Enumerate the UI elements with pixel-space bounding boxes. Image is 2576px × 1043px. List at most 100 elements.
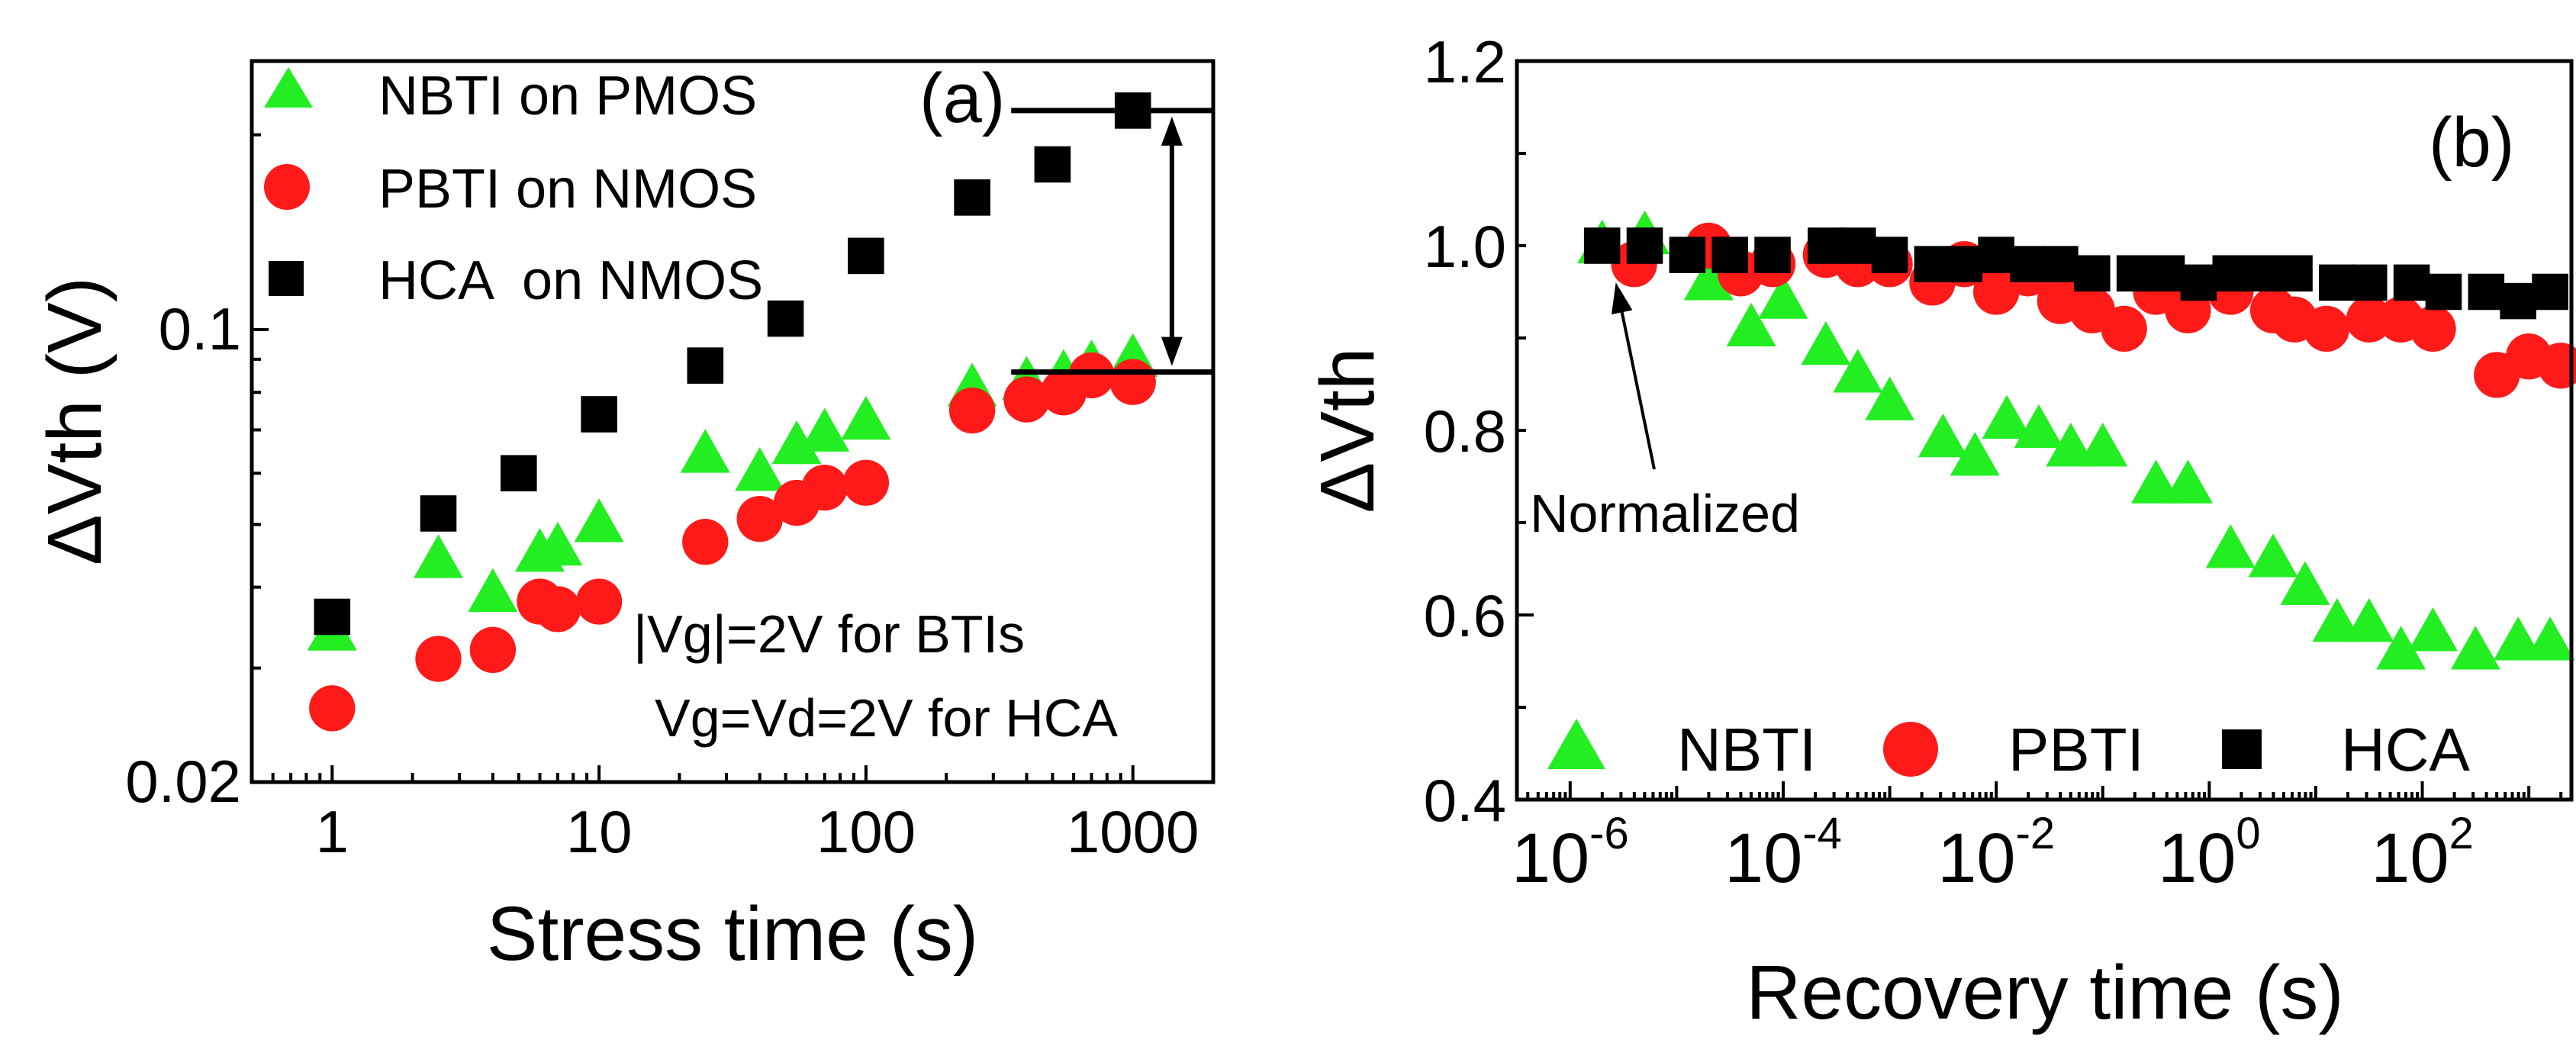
point-nbti	[2344, 597, 2394, 642]
panel-a-stress-chart: 1 10 100 1000 0.02 0.1 |Vg|=2V for BTIs Vg=Vd…	[32, 59, 1216, 977]
point-hca	[2276, 255, 2313, 292]
point-nbti	[1758, 275, 1808, 319]
point-hca	[2532, 273, 2568, 311]
point-hca	[1946, 246, 1983, 282]
point-hca	[2212, 255, 2249, 292]
point-hca	[2116, 255, 2153, 292]
point-pbti	[2346, 296, 2392, 343]
point-hca-on-nmos	[687, 347, 724, 384]
point-hca	[2148, 255, 2185, 292]
conditions-line-2: Vg=Vd=2V for HCA	[655, 688, 1118, 748]
panel-b-legend: NBTI PBTI HCA	[1547, 716, 2471, 784]
point-pbti-on-nmos	[469, 626, 517, 673]
panel-b-x-axis-label: Recovery time (s)	[1746, 950, 2343, 1035]
arrowhead-icon	[1611, 282, 1633, 315]
point-nbti-on-pmos	[680, 429, 730, 473]
y-tick-label: 1.0	[1424, 213, 1506, 280]
point-hca	[1754, 237, 1791, 273]
point-hca	[2074, 255, 2111, 292]
y-tick-label: 0.02	[125, 748, 241, 815]
point-hca-on-nmos	[501, 455, 537, 492]
point-nbti-on-pmos	[735, 447, 785, 491]
point-pbti-on-nmos	[534, 586, 581, 633]
point-pbti	[2410, 305, 2456, 352]
point-nbti	[1918, 413, 1968, 458]
point-hca-on-nmos	[581, 396, 617, 433]
point-hca	[2180, 264, 2217, 301]
point-nbti	[2312, 597, 2362, 642]
normalized-label: Normalized	[1530, 484, 1800, 543]
panel-b-recovery-chart: 10-6 10-4 10-2 100 102 0.4 0.6 0.8 1.0 1.2 Normal…	[1305, 28, 2576, 1035]
point-hca	[2393, 264, 2430, 301]
point-pbti-on-nmos	[801, 464, 848, 511]
point-hca	[2425, 273, 2462, 311]
arrowhead-up-icon	[1161, 116, 1183, 146]
panel-a-data-points	[307, 92, 1158, 732]
legend-label-hca-on-nmos: HCA on NMOS	[378, 250, 763, 311]
point-hca	[1978, 237, 2014, 273]
x-tick-label: 10	[566, 798, 633, 865]
point-hca	[2500, 282, 2536, 320]
point-pbti	[2303, 305, 2350, 352]
y-tick-label: 0.8	[1424, 398, 1506, 465]
point-hca-on-nmos	[848, 237, 884, 275]
x-tick-label: 10-2	[1937, 809, 2055, 897]
point-nbti	[1865, 376, 1915, 420]
point-hca	[1914, 246, 1951, 282]
point-nbti	[2493, 616, 2543, 661]
point-hca	[2244, 255, 2281, 292]
point-pbti-on-nmos	[842, 459, 890, 506]
point-hca	[2468, 273, 2505, 311]
point-hca	[2010, 246, 2046, 282]
point-nbti	[2376, 626, 2426, 670]
point-hca	[2350, 264, 2388, 301]
point-nbti	[1950, 432, 2000, 476]
point-nbti	[2525, 616, 2575, 661]
panel-a-annotations: |Vg|=2V for BTIs Vg=Vd=2V for HCA	[633, 108, 1213, 748]
panel-b-y-axis-label: ΔVth	[1305, 348, 1390, 513]
arrowhead-down-icon	[1161, 336, 1183, 366]
x-tick-label: 10-6	[1512, 809, 1629, 897]
point-hca	[1583, 227, 1621, 264]
point-hca	[2042, 246, 2079, 282]
point-hca-on-nmos	[1034, 146, 1071, 183]
point-nbti-on-pmos	[800, 407, 850, 452]
legend-label-pbti-on-nmos: PBTI on NMOS	[378, 159, 757, 220]
panel-b-annotations: Normalized	[1530, 282, 1800, 543]
point-hca	[1626, 227, 1663, 264]
panel-b-axes-frame	[1515, 59, 2574, 802]
panel-a-legend: NBTI on PMOS PBTI on NMOS HCA on NMOS	[264, 66, 763, 311]
point-nbti	[2450, 626, 2500, 670]
point-nbti	[2205, 524, 2256, 568]
point-nbti	[1801, 320, 1851, 365]
point-nbti-on-pmos	[574, 498, 624, 542]
x-tick-label: 100	[2158, 809, 2261, 897]
point-nbti	[2248, 533, 2298, 578]
point-nbti	[2131, 459, 2182, 504]
conditions-line-1: |Vg|=2V for BTIs	[633, 604, 1025, 664]
point-hca	[1871, 237, 1908, 273]
point-nbti	[1833, 349, 1883, 393]
point-pbti	[2537, 343, 2576, 389]
legend-label-hca: HCA	[2341, 716, 2471, 784]
point-hca	[1669, 237, 1706, 273]
legend-marker-hca-on-nmos	[269, 261, 304, 296]
point-hca	[1711, 237, 1748, 273]
panel-b-label: (b)	[2429, 104, 2514, 182]
x-tick-label: 100	[816, 798, 916, 865]
point-nbti	[1982, 394, 2032, 439]
x-tick-label: 1000	[1067, 798, 1199, 865]
y-tick-label: 0.6	[1424, 582, 1506, 649]
legend-marker-hca	[2222, 729, 2262, 769]
point-nbti	[2014, 404, 2064, 449]
legend-label-nbti-on-pmos: NBTI on PMOS	[378, 66, 757, 127]
panel-a-ticks: 1 10 100 1000 0.02 0.1	[125, 133, 1215, 865]
point-hca	[2319, 264, 2355, 301]
x-tick-label: 1	[316, 798, 349, 865]
point-nbti-on-pmos	[468, 568, 518, 613]
point-pbti-on-nmos	[575, 578, 623, 625]
y-tick-label: 0.4	[1424, 767, 1506, 834]
point-pbti	[2101, 305, 2147, 352]
point-nbti-on-pmos	[771, 420, 822, 465]
